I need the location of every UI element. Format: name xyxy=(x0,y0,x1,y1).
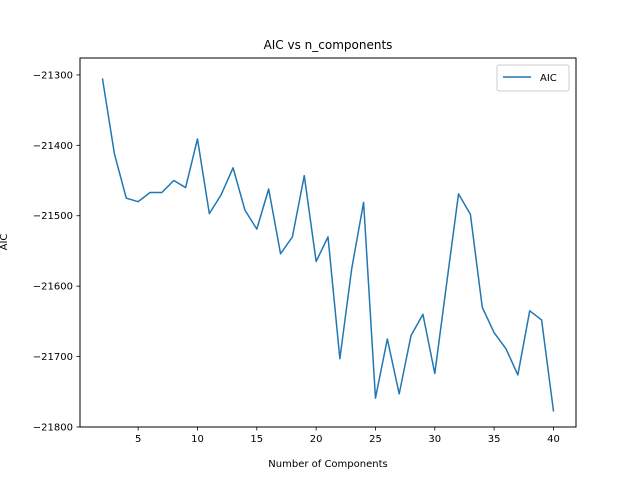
y-tick-label: −21800 xyxy=(33,423,73,434)
y-axis-label: AIC xyxy=(0,234,10,251)
x-tick-label: 10 xyxy=(191,434,204,445)
chart-title: AIC vs n_components xyxy=(264,38,393,52)
y-tick-label: −21700 xyxy=(33,352,73,363)
y-tick-label: −21400 xyxy=(33,141,73,152)
x-axis: 5 10 15 20 25 30 35 40 xyxy=(135,427,560,445)
x-tick-label: 40 xyxy=(547,434,560,445)
x-tick-label: 30 xyxy=(428,434,441,445)
x-tick-label: 5 xyxy=(135,434,141,445)
x-tick-label: 20 xyxy=(310,434,323,445)
x-tick-label: 35 xyxy=(488,434,501,445)
x-tick-label: 15 xyxy=(250,434,263,445)
series-line-aic xyxy=(101,78,555,412)
x-axis-label: Number of Components xyxy=(268,459,387,470)
legend-box xyxy=(496,64,570,92)
axes-frame xyxy=(79,57,577,428)
y-tick-label: −21500 xyxy=(33,211,73,222)
plot-area xyxy=(101,78,555,412)
x-tick-label: 25 xyxy=(369,434,382,445)
y-tick-label: −21300 xyxy=(33,70,73,81)
legend: AIC xyxy=(496,64,570,92)
legend-label-aic: AIC xyxy=(540,73,557,84)
y-tick-label: −21600 xyxy=(33,282,73,293)
y-axis: −21800 −21700 −21600 −21500 −21400 −21300 xyxy=(33,70,80,434)
